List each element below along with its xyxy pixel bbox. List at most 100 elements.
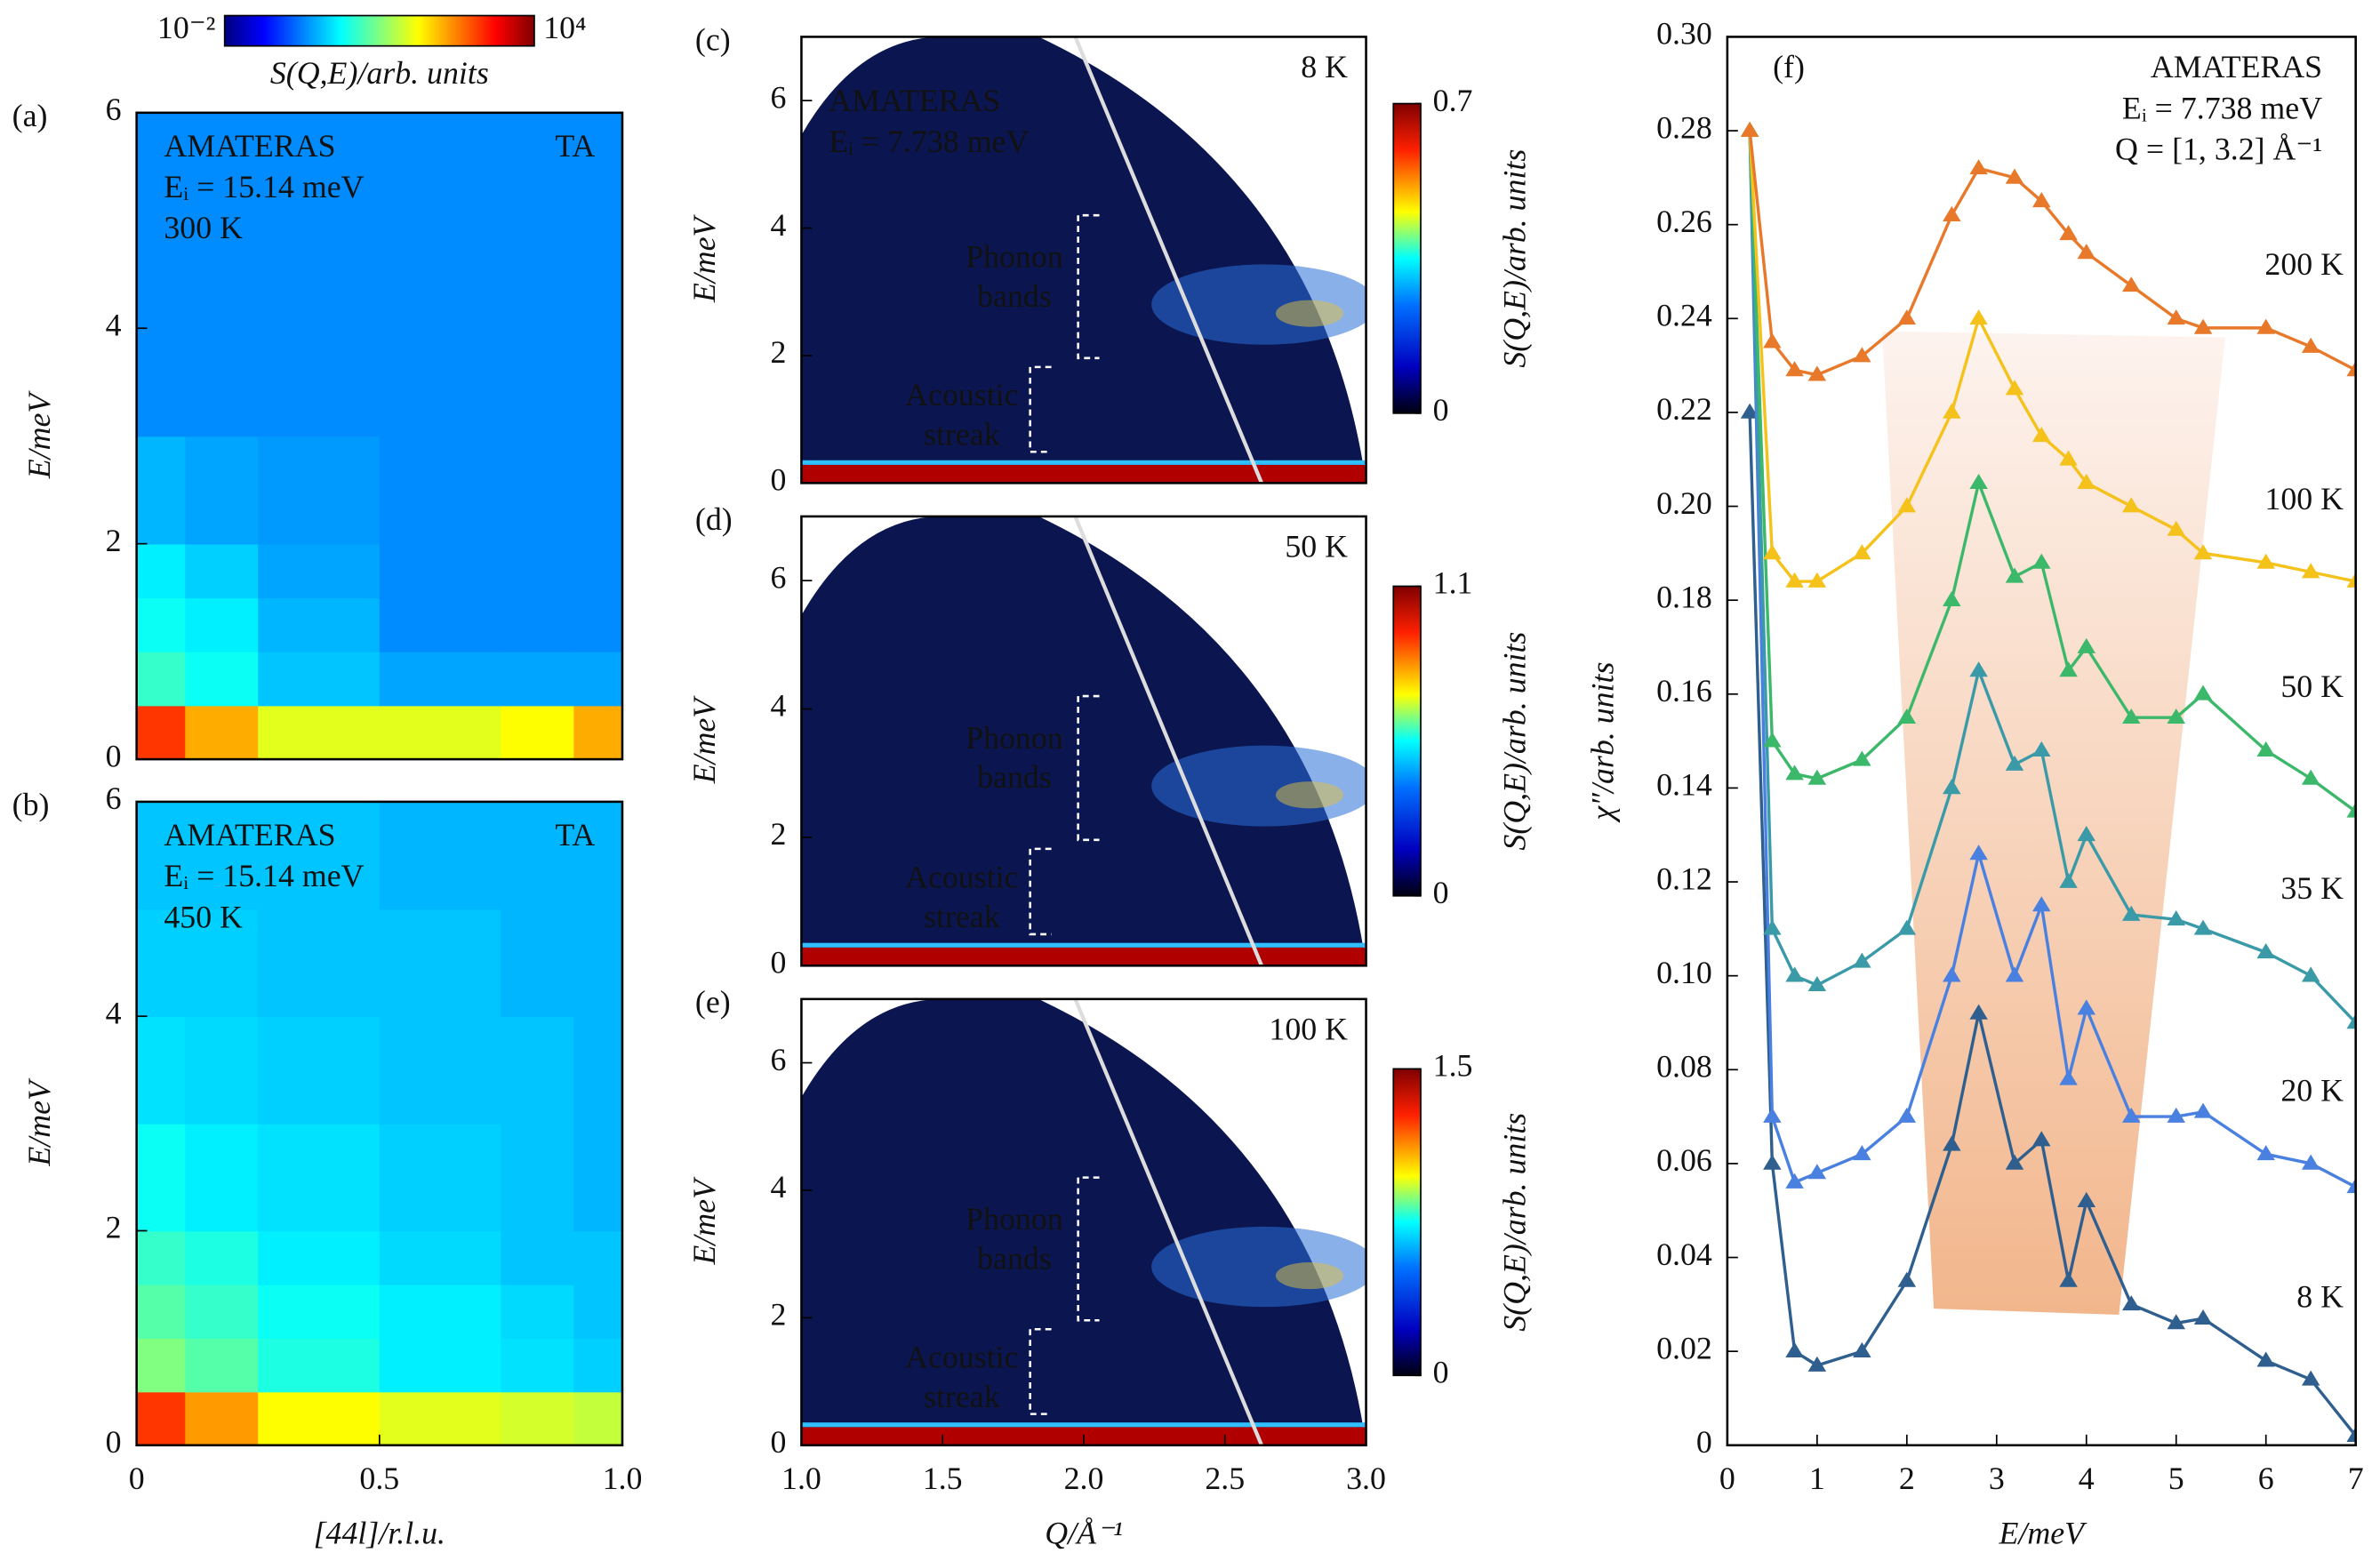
mode-label: TA <box>555 817 595 853</box>
marker <box>1969 159 1988 175</box>
heatmap-cell <box>573 436 622 545</box>
diagonal-streak <box>1073 516 1264 966</box>
heatmap-cell <box>136 1338 187 1393</box>
marker <box>1807 1356 1827 1372</box>
marker <box>2256 740 2275 757</box>
marker <box>1897 1107 1917 1123</box>
marker <box>2256 1351 2275 1367</box>
y-tick-label: 6 <box>770 1042 786 1077</box>
panel-label: (c) <box>695 22 731 58</box>
marker <box>2005 168 2024 184</box>
y-tick-label: 0 <box>770 462 786 498</box>
heatmap-cell <box>379 801 502 910</box>
heatmap-cell <box>136 1391 187 1445</box>
marker <box>2122 276 2141 292</box>
x-axis-label: [44l]/r.l.u. <box>314 1515 445 1550</box>
heatmap-cell <box>573 1016 622 1125</box>
marker <box>1969 661 1988 677</box>
y-tick-label: 6 <box>770 559 786 595</box>
plot-frame <box>800 36 1367 484</box>
y-tick-label: 0.16 <box>1656 673 1712 708</box>
y-tick-label: 0.12 <box>1656 861 1712 896</box>
heatmap-cell <box>501 1016 575 1125</box>
heatmap-cell <box>136 801 187 910</box>
heatmap-cell <box>185 1123 260 1232</box>
heatmap-cell <box>258 436 381 545</box>
heatmap-cell <box>501 328 575 437</box>
phonon-band-hot <box>1275 781 1344 809</box>
heatmap-cell <box>501 909 575 1018</box>
marker <box>1897 708 1917 724</box>
marker <box>2059 661 2078 677</box>
marker <box>1897 1271 1917 1287</box>
colorbar-label: S(Q,E)/arb. units <box>270 55 489 91</box>
y-tick-label: 0.22 <box>1656 391 1712 427</box>
x-tick-label: 0 <box>1719 1461 1735 1496</box>
y-tick-label: 4 <box>770 207 786 243</box>
heatmap-cell <box>258 1123 381 1232</box>
plot-area <box>136 801 622 1445</box>
marker <box>2059 1271 2078 1287</box>
heatmap-cell <box>185 1016 260 1125</box>
marker <box>1853 750 1871 766</box>
heatmap-cell <box>185 705 260 760</box>
plot-area <box>1740 121 2356 1443</box>
marker <box>2122 1295 2141 1311</box>
y-axis-label: E/meV <box>686 1176 722 1266</box>
heatmap-cell <box>379 1016 502 1125</box>
series-label: 8 K <box>2296 1279 2344 1315</box>
series-label: 50 K <box>2280 668 2344 704</box>
streak-label: Acoustic <box>905 860 1018 895</box>
marker <box>2032 1131 2051 1147</box>
annotation: AMATERAS <box>164 817 335 853</box>
y-tick-label: 2 <box>770 816 786 852</box>
heatmap-cell <box>501 1284 575 1339</box>
heatmap-cell <box>136 220 187 330</box>
heatmap-cell <box>501 1230 575 1285</box>
marker <box>1763 1107 1782 1123</box>
annotation: AMATERAS <box>2151 49 2322 84</box>
phonon-label: bands <box>977 1240 1052 1276</box>
x-tick-label: 7 <box>2348 1461 2364 1496</box>
heatmap-cell <box>573 112 622 221</box>
marker <box>1763 732 1782 748</box>
intensity-map <box>801 998 1366 1445</box>
marker <box>1897 497 1917 513</box>
marker <box>1785 966 1804 982</box>
colorbar-tick-label: 1.5 <box>1433 1048 1473 1084</box>
heatmap-cell <box>573 1284 622 1339</box>
colorbar-tick-label: 0 <box>1433 875 1449 910</box>
heatmap-cell <box>501 705 575 760</box>
colorbar-tick-label: 0 <box>1433 392 1449 428</box>
marker <box>2193 318 2213 334</box>
heatmap-cell <box>379 705 502 760</box>
heatmap-cell <box>501 543 575 599</box>
marker <box>2193 1102 2213 1118</box>
y-tick-label: 0.10 <box>1656 955 1712 990</box>
x-tick-label: 2 <box>1899 1461 1915 1496</box>
phonon-bracket <box>1077 213 1100 360</box>
heatmap-cell <box>258 543 381 599</box>
marker <box>2122 708 2141 724</box>
heatmap-cell <box>501 801 575 910</box>
heatmap-cell <box>136 1230 187 1285</box>
marker <box>1897 919 1917 935</box>
heatmap-cell <box>258 597 381 652</box>
heatmap-cell <box>136 1284 187 1339</box>
marker <box>1785 1341 1804 1357</box>
colorbar-tick-label: 1.1 <box>1433 565 1473 601</box>
x-tick-label: 0.5 <box>359 1461 399 1496</box>
y-tick-label: 0.06 <box>1656 1142 1712 1178</box>
streak-label: Acoustic <box>905 1340 1018 1375</box>
y-tick-label: 0.30 <box>1656 16 1712 52</box>
heatmap-cell <box>379 543 502 599</box>
marker <box>1785 572 1804 588</box>
colorbar-label: S(Q,E)/arb. units <box>1497 149 1533 368</box>
x-tick-label: 6 <box>2258 1461 2274 1496</box>
heatmap-cell <box>136 1016 187 1125</box>
marker <box>1969 473 1988 489</box>
annotation: 450 K <box>164 899 243 934</box>
marker <box>1943 590 1961 607</box>
elastic-edge <box>801 1422 1366 1428</box>
